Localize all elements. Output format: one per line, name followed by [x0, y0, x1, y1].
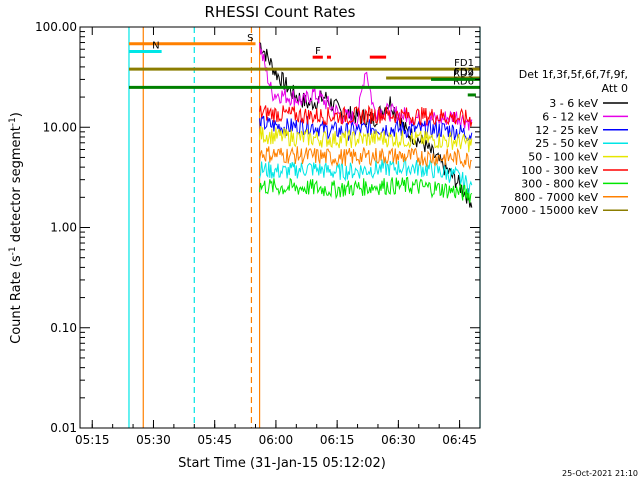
- y-tick-label: 10.00: [43, 120, 77, 134]
- flag-label: FD2: [454, 67, 474, 78]
- legend-label: 25 - 50 keV: [535, 137, 598, 150]
- axes: 05:15 05:30 05:45 06:00 06:15 06:30 06:45 0.01 0…: [35, 20, 481, 447]
- flag-label: FD1: [454, 58, 474, 69]
- y-tick-label: 100.00: [35, 20, 77, 34]
- flag-label: S: [247, 33, 253, 44]
- legend-label: 12 - 25 keV: [535, 124, 598, 137]
- legend-label: 7000 - 15000 keV: [500, 204, 598, 217]
- x-tick-label: 06:00: [259, 433, 294, 447]
- x-tick-label: 06:15: [320, 433, 355, 447]
- series-line: [259, 114, 473, 141]
- y-axis-label: Count Rate (s-1 detector segment-1): [8, 112, 24, 344]
- x-tick-label: 06:45: [442, 433, 477, 447]
- series-line: [259, 176, 473, 204]
- series-line: [259, 104, 473, 127]
- flag-label: RD6: [453, 76, 474, 87]
- series-line: [259, 146, 473, 171]
- x-tick-label: 06:30: [381, 433, 416, 447]
- series-line: [259, 42, 473, 131]
- legend: Det 1f,3f,5f,6f,7f,9f, Att 0 3 - 6 keV6 …: [500, 68, 628, 217]
- legend-label: 50 - 100 keV: [528, 151, 598, 164]
- legend-label: 800 - 7000 keV: [514, 191, 598, 204]
- series-line: [259, 126, 473, 153]
- y-tick-label: 0.01: [50, 421, 77, 435]
- footer-timestamp: 25-Oct-2021 21:10: [562, 469, 638, 478]
- x-tick-label: 05:45: [197, 433, 232, 447]
- legend-label: 6 - 12 keV: [542, 110, 598, 123]
- x-tick-label: 05:30: [136, 433, 171, 447]
- flag-label: F: [315, 46, 321, 57]
- x-tick-label: 05:15: [75, 433, 110, 447]
- y-tick-label: 0.10: [50, 321, 77, 335]
- legend-label: 300 - 800 keV: [521, 177, 598, 190]
- flag-label: RD9: [453, 68, 474, 79]
- legend-header-attenuator: Att 0: [602, 82, 628, 95]
- legend-header-detectors: Det 1f,3f,5f,6f,7f,9f,: [519, 68, 628, 81]
- legend-label: 100 - 300 keV: [521, 164, 598, 177]
- flag-label: N: [152, 40, 159, 51]
- legend-label: 3 - 6 keV: [549, 97, 598, 110]
- y-tick-label: 1.00: [50, 221, 77, 235]
- chart-title: RHESSI Count Rates: [205, 3, 356, 21]
- x-axis-label: Start Time (31-Jan-15 05:12:02): [178, 456, 386, 471]
- series-line: [259, 157, 473, 197]
